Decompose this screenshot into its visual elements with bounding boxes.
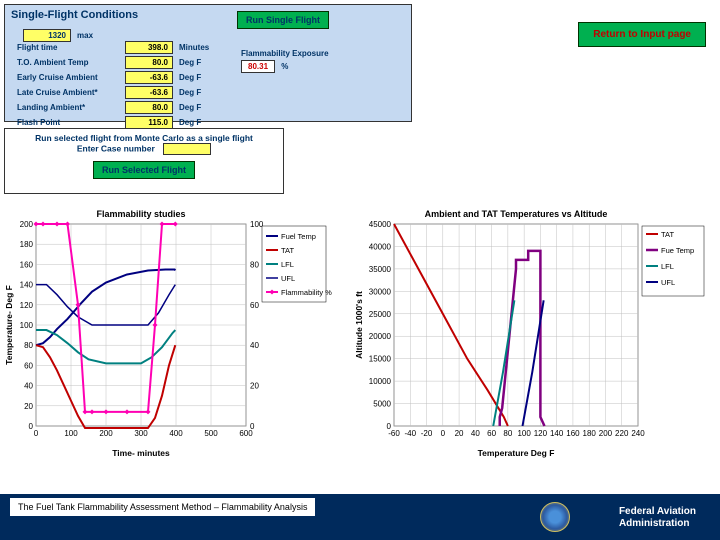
run-single-flight-button[interactable]: Run Single Flight [237,11,329,29]
svg-text:Flammability studies: Flammability studies [96,209,185,219]
run-selected-flight-button[interactable]: Run Selected Flight [93,161,195,179]
svg-text:0: 0 [441,429,446,438]
svg-text:LFL: LFL [281,260,294,269]
svg-text:40: 40 [250,341,259,350]
svg-text:40: 40 [471,429,480,438]
svg-text:0: 0 [34,429,39,438]
svg-text:Temperature- Deg F: Temperature- Deg F [4,285,14,365]
svg-text:5000: 5000 [373,400,391,409]
cond-value: -63.6 [125,71,173,84]
svg-text:Fue Temp: Fue Temp [661,246,694,255]
svg-text:45000: 45000 [369,220,392,229]
svg-text:UFL: UFL [281,274,295,283]
svg-text:35000: 35000 [369,265,392,274]
mc-line1: Run selected flight from Monte Carlo as … [5,133,283,143]
footer-bar: The Fuel Tank Flammability Assessment Me… [0,492,720,540]
svg-text:Time- minutes: Time- minutes [112,448,170,458]
svg-text:Flammability %: Flammability % [281,288,332,297]
svg-text:40: 40 [24,382,33,391]
svg-text:80: 80 [503,429,512,438]
svg-text:60: 60 [24,361,33,370]
altitude-chart: -60-40-200204060801001201401601802002202… [352,206,708,462]
svg-text:120: 120 [20,301,34,310]
svg-text:Altitude 1000's ft: Altitude 1000's ft [354,291,364,359]
faa-seal-icon [540,502,570,532]
svg-text:220: 220 [615,429,629,438]
flam-exp-unit: % [281,62,288,71]
svg-text:UFL: UFL [661,278,675,287]
cond-unit: Deg F [175,71,213,84]
cond-unit: Deg F [175,86,213,99]
mc-line2: Enter Case number [5,143,283,155]
cond-unit: Minutes [175,41,213,54]
case-label: Enter Case number [77,143,155,153]
svg-text:15000: 15000 [369,355,392,364]
cond-label: Landing Ambient* [13,101,123,114]
svg-text:100: 100 [517,429,531,438]
svg-text:0: 0 [250,422,255,431]
svg-text:25000: 25000 [369,310,392,319]
svg-text:20000: 20000 [369,332,392,341]
cond-label: T.O. Ambient Temp [13,56,123,69]
svg-text:TAT: TAT [661,230,674,239]
svg-text:200: 200 [20,220,34,229]
svg-text:240: 240 [631,429,645,438]
cond-unit: Deg F [175,101,213,114]
svg-text:30000: 30000 [369,287,392,296]
footer-org: Federal Aviation Administration [619,506,696,530]
case-number-input[interactable] [163,143,211,155]
svg-text:100: 100 [64,429,78,438]
svg-text:60: 60 [250,301,259,310]
svg-text:-20: -20 [421,429,433,438]
svg-text:LFL: LFL [661,262,674,271]
flammability-exposure: Flammability Exposure 80.31 % [241,49,329,73]
svg-text:TAT: TAT [281,246,294,255]
svg-text:80: 80 [250,260,259,269]
svg-text:120: 120 [534,429,548,438]
svg-text:20: 20 [24,402,33,411]
svg-text:500: 500 [204,429,218,438]
svg-text:40000: 40000 [369,242,392,251]
flam-exp-value: 80.31 [241,60,275,73]
return-to-input-button[interactable]: Return to Input page [578,22,706,47]
svg-text:20: 20 [250,382,259,391]
footer-title: The Fuel Tank Flammability Assessment Me… [10,498,315,516]
org-line2: Administration [619,518,696,530]
cond-value: -63.6 [125,86,173,99]
svg-text:200: 200 [99,429,113,438]
panel-title: Single-Flight Conditions [5,5,411,25]
svg-text:160: 160 [566,429,580,438]
cond-label: Early Cruise Ambient [13,71,123,84]
flammability-chart: 0100200300400500600020406080100120140160… [2,206,332,462]
svg-text:140: 140 [20,281,34,290]
svg-text:80: 80 [24,341,33,350]
cond-value: 80.0 [125,101,173,114]
cond-unit: Deg F [175,56,213,69]
svg-text:-40: -40 [404,429,416,438]
monte-carlo-panel: Run selected flight from Monte Carlo as … [4,128,284,194]
svg-text:Temperature Deg F: Temperature Deg F [478,448,555,458]
svg-text:0: 0 [387,422,392,431]
single-flight-panel: Single-Flight Conditions 1320 max Flight… [4,4,412,122]
cond-label: Flight time [13,41,123,54]
cond-value: 80.0 [125,56,173,69]
svg-text:0: 0 [29,422,34,431]
svg-text:180: 180 [583,429,597,438]
svg-text:60: 60 [487,429,496,438]
org-line1: Federal Aviation [619,506,696,518]
svg-text:Fuel Temp: Fuel Temp [281,232,316,241]
svg-text:100: 100 [20,321,34,330]
svg-text:400: 400 [169,429,183,438]
svg-text:10000: 10000 [369,377,392,386]
svg-text:Ambient and TAT Temperatures v: Ambient and TAT Temperatures vs Altitude [425,209,608,219]
svg-text:160: 160 [20,260,34,269]
svg-text:140: 140 [550,429,564,438]
cond-value: 398.0 [125,41,173,54]
svg-text:200: 200 [599,429,613,438]
svg-text:180: 180 [20,240,34,249]
svg-text:20: 20 [455,429,464,438]
cond-label: Late Cruise Ambient* [13,86,123,99]
flam-exp-label: Flammability Exposure [241,49,329,58]
svg-text:300: 300 [134,429,148,438]
